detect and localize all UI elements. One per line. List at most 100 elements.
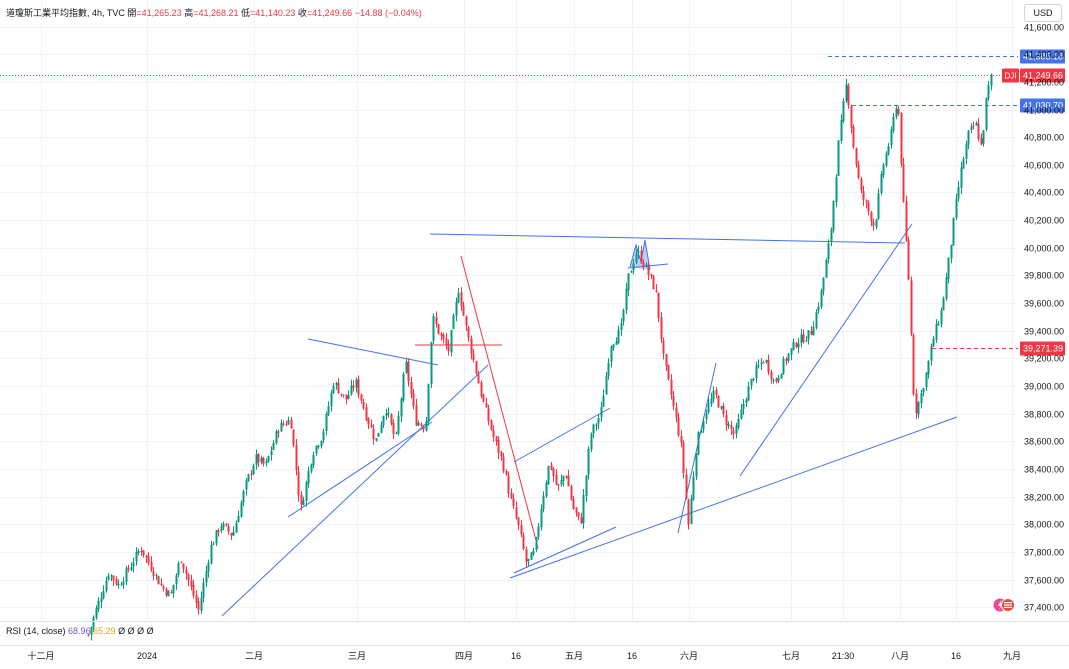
candle-body — [602, 395, 605, 407]
candle-body — [375, 438, 378, 441]
candle-body — [785, 358, 788, 362]
candle-body — [962, 159, 965, 169]
candle-body — [250, 473, 253, 475]
candle-body — [832, 200, 835, 231]
candle-body — [820, 290, 823, 308]
candle-body — [460, 292, 463, 306]
candle-body — [890, 129, 893, 146]
candle-body — [182, 563, 185, 570]
y-tick-label: 37,600.00 — [1024, 576, 1064, 586]
candle-body — [337, 383, 340, 394]
candle-body — [640, 250, 643, 263]
trendline — [513, 407, 611, 463]
candle-body — [95, 608, 98, 619]
candle-body — [707, 403, 710, 413]
candle-body — [565, 476, 568, 478]
candle-body — [157, 576, 160, 585]
candle-body — [445, 338, 448, 346]
y-tick-label: 38,600.00 — [1024, 437, 1064, 447]
candle-body — [745, 399, 748, 404]
candle-body — [450, 330, 453, 353]
candle-body — [837, 140, 840, 177]
y-tick-label: 37,400.00 — [1024, 603, 1064, 613]
candle-body — [740, 409, 743, 419]
candle-body — [872, 221, 875, 226]
candle-body — [622, 310, 625, 322]
candle-body — [510, 492, 513, 499]
candle-body — [160, 583, 163, 586]
candle-body — [377, 432, 380, 437]
candle-body — [547, 466, 550, 484]
candle-body — [122, 581, 125, 585]
candle-body — [950, 244, 953, 259]
candle-body — [957, 186, 960, 199]
candle-body — [770, 371, 773, 380]
candle-body — [927, 360, 930, 375]
candle-body — [522, 535, 525, 550]
candle-body — [930, 346, 933, 361]
candle-body — [545, 482, 548, 497]
candle-body — [570, 486, 573, 500]
candle-body — [397, 415, 400, 434]
candle-body — [452, 315, 455, 329]
candle-body — [412, 393, 415, 406]
candle-body — [675, 407, 678, 418]
rsi-value: 68.96 — [68, 626, 91, 636]
candle-body — [897, 108, 900, 114]
candle-body — [177, 563, 180, 575]
last-price-text: 41,249.66 — [1023, 71, 1063, 81]
candle-body — [557, 484, 560, 486]
candle-body — [312, 454, 315, 465]
candle-body — [287, 419, 290, 425]
candle-body — [322, 431, 325, 440]
candle-body — [577, 512, 580, 517]
candle-body — [262, 457, 265, 464]
y-tick-label: 41,600.00 — [1024, 23, 1064, 33]
candle-body — [750, 378, 753, 386]
candle-body — [280, 422, 283, 432]
candle-body — [480, 382, 483, 396]
candle-body — [587, 448, 590, 475]
x-tick-label: 16 — [627, 651, 637, 661]
candle-body — [242, 490, 245, 503]
y-tick-label: 39,800.00 — [1024, 271, 1064, 281]
currency-button[interactable]: USD — [1024, 4, 1062, 22]
candle-body — [870, 211, 873, 222]
candles — [87, 73, 993, 641]
candle-body — [220, 526, 223, 531]
price-level-text: 39,271.39 — [1023, 344, 1063, 354]
candle-body — [650, 274, 653, 277]
candle-body — [792, 342, 795, 350]
candle-body — [590, 433, 593, 450]
candle-body — [352, 385, 355, 388]
candle-body — [297, 471, 300, 496]
tradingview-badge-icon[interactable] — [993, 594, 1015, 616]
y-tick-label: 40,200.00 — [1024, 216, 1064, 226]
candle-body — [277, 431, 280, 433]
candle-body — [275, 431, 278, 444]
candle-body — [97, 600, 100, 610]
candle-body — [755, 365, 758, 379]
rsi-label[interactable]: RSI (14, close) — [6, 626, 66, 636]
x-tick-label: 三月 — [348, 651, 366, 661]
candle-body — [172, 584, 175, 594]
symbol-name[interactable]: 道瓊斯工業平均指數, 4h, TVC — [6, 8, 125, 18]
candle-body — [487, 408, 490, 422]
candle-body — [427, 384, 430, 423]
candle-body — [325, 413, 328, 431]
candle-body — [300, 494, 303, 505]
candle-body — [347, 395, 350, 399]
candle-body — [712, 390, 715, 400]
candle-body — [292, 429, 295, 446]
candle-body — [790, 348, 793, 355]
candle-body — [737, 418, 740, 428]
candle-body — [165, 588, 168, 596]
candle-body — [630, 271, 633, 273]
candle-body — [217, 529, 220, 532]
candle-body — [917, 402, 920, 415]
grid-lines — [0, 0, 1018, 621]
candle-body — [605, 376, 608, 395]
candle-body — [735, 425, 738, 434]
candle-body — [305, 482, 308, 501]
candle-body — [530, 552, 533, 560]
